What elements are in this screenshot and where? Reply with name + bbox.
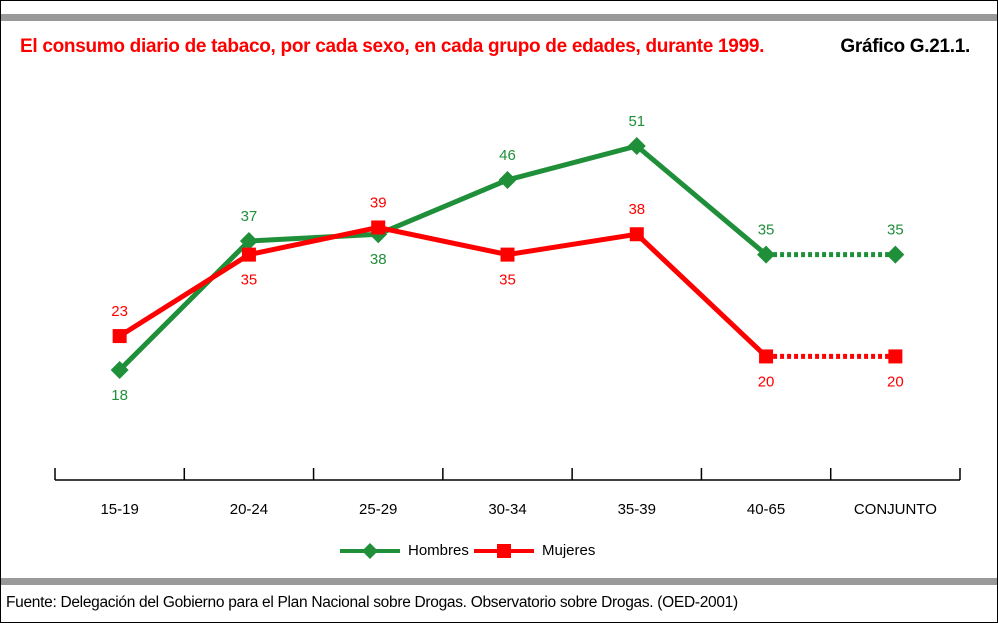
data-label: 35: [499, 272, 516, 289]
series-line: [118, 224, 768, 359]
marker: [759, 349, 774, 364]
x-tick-label: 15-19: [100, 501, 138, 518]
marker: [629, 227, 644, 242]
bottom-bar: [1, 578, 997, 585]
data-label: 18: [111, 387, 128, 404]
data-label: 35: [758, 222, 775, 239]
marker: [500, 247, 515, 262]
marker: [112, 329, 127, 344]
data-label: 20: [758, 373, 775, 390]
marker: [757, 245, 776, 264]
marker: [627, 137, 646, 155]
legend-label: Mujeres: [542, 542, 595, 559]
marker: [886, 245, 905, 264]
x-tick-label: CONJUNTO: [854, 501, 937, 518]
data-label: 39: [370, 194, 387, 211]
data-label: 20: [887, 373, 904, 390]
x-tick-label: 35-39: [618, 501, 656, 518]
figure-label: Gráfico G.21.1.: [840, 36, 970, 57]
series-line: [117, 143, 768, 372]
legend-marker: [362, 543, 378, 559]
x-tick-label: 20-24: [230, 501, 268, 518]
data-label: 23: [111, 303, 128, 320]
x-tick-label: 40-65: [747, 501, 785, 518]
data-label: 35: [887, 222, 904, 239]
marker: [239, 232, 258, 251]
x-tick-label: 25-29: [359, 501, 397, 518]
legend-marker: [497, 544, 511, 558]
legend-label: Hombres: [408, 542, 469, 559]
data-label: 38: [370, 251, 387, 268]
marker: [498, 170, 517, 189]
data-label: 37: [241, 208, 258, 225]
chart-title: El consumo diario de tabaco, por cada se…: [20, 36, 765, 57]
marker: [110, 361, 129, 379]
data-label: 35: [241, 272, 258, 289]
x-tick-label: 30-34: [488, 501, 526, 518]
source-note: Fuente: Delegación del Gobierno para el …: [6, 594, 738, 611]
marker: [888, 349, 903, 364]
top-bar: [1, 14, 997, 21]
data-label: 51: [628, 113, 645, 130]
data-label: 46: [499, 147, 516, 164]
chart: 15-19 20-24 25-29 30-34 35-39 40-65 CONJUNTO 18…: [54, 113, 961, 559]
marker: [241, 247, 256, 262]
marker: [371, 220, 386, 235]
data-label: 38: [628, 201, 645, 218]
